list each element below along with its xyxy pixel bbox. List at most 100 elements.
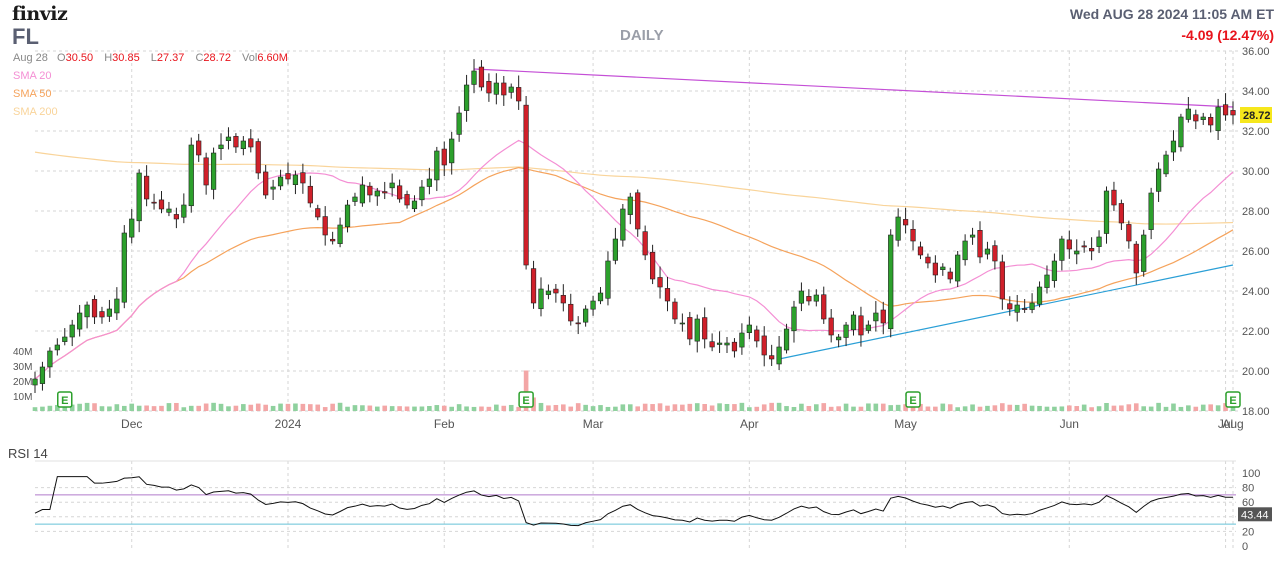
candle-up: [813, 294, 819, 302]
candle-down: [285, 173, 291, 180]
x-tick-label: Apr: [740, 417, 759, 431]
candle-up: [352, 196, 358, 202]
candle-up: [508, 86, 514, 93]
candle-down: [330, 238, 336, 242]
candle-down: [687, 317, 693, 340]
volume-bar: [821, 403, 827, 411]
volume-bar: [1014, 404, 1020, 411]
x-tick-label: Aug: [1222, 417, 1243, 431]
volume-bar: [590, 406, 596, 411]
volume-bar: [784, 406, 789, 411]
volume-bar: [196, 405, 202, 411]
volume-bar: [389, 406, 395, 411]
candle-up: [1096, 236, 1102, 247]
volume-bar: [583, 404, 588, 411]
volume-bar: [1156, 402, 1161, 411]
volume-bar: [1126, 404, 1132, 411]
candle-up: [411, 200, 418, 210]
candle-down: [233, 136, 239, 148]
candle-down: [307, 185, 313, 204]
volume-bar: [382, 405, 388, 411]
rsi-tick-label: 0: [1242, 541, 1248, 553]
candle-up: [359, 184, 366, 204]
volume-bar: [925, 406, 931, 411]
candle-up: [836, 336, 842, 341]
candle-down: [530, 268, 537, 304]
earnings-marker-label: E: [909, 395, 916, 407]
candle-down: [917, 246, 924, 256]
volume-bar: [159, 405, 164, 411]
volume-bar: [188, 405, 194, 411]
candle-up: [798, 290, 805, 304]
volume-bar: [345, 406, 350, 411]
volume-bar: [151, 406, 157, 411]
sma200-line: [34, 151, 1234, 225]
volume-bar: [486, 406, 492, 411]
volume-tick-label: 20M: [13, 377, 32, 388]
candle-up: [1029, 302, 1035, 310]
volume-bar: [427, 406, 432, 411]
finviz-logo[interactable]: finviz: [12, 3, 68, 25]
price-tick-label: 32.00: [1242, 126, 1270, 138]
candle-up: [843, 324, 849, 338]
price-tick-label: 20.00: [1242, 366, 1270, 378]
volume-bar: [873, 403, 879, 411]
candle-down: [910, 228, 916, 242]
volume-bar: [1052, 406, 1057, 411]
candle-up: [1163, 154, 1169, 175]
candle-down: [501, 82, 507, 96]
candle-up: [791, 306, 797, 332]
candle-up: [620, 208, 626, 241]
rsi-value-badge: [1238, 507, 1272, 522]
candle-down: [761, 335, 767, 356]
volume-bar: [985, 405, 990, 411]
candle-down: [858, 315, 864, 336]
volume-bar: [99, 406, 105, 411]
candle-down: [263, 171, 269, 196]
candle-up: [1185, 108, 1191, 120]
candle-up: [1014, 304, 1020, 313]
volume-bar: [1007, 404, 1013, 411]
candle-up: [1170, 140, 1177, 153]
volume-bar: [508, 404, 514, 411]
candle-down: [999, 261, 1005, 300]
volume-bar: [263, 404, 268, 411]
candle-down: [649, 251, 656, 280]
candle-up: [210, 152, 217, 190]
candle-up: [1215, 106, 1221, 131]
candle-up: [612, 238, 619, 261]
x-tick-label: 2024: [275, 417, 302, 431]
volume-bar: [561, 404, 566, 411]
earnings-marker-label: E: [61, 395, 68, 407]
ohlc-date: Aug 28: [13, 52, 48, 64]
candle-up: [270, 186, 276, 190]
volume-bar: [40, 406, 45, 411]
volume-bar: [47, 405, 53, 411]
volume-bar: [1200, 404, 1206, 411]
x-tick-label: Mar: [583, 417, 604, 431]
candle-up: [627, 196, 633, 215]
candle-up: [597, 292, 604, 302]
volume-bar: [940, 403, 946, 411]
candle-down: [992, 245, 998, 262]
candle-up: [374, 190, 380, 197]
volume-bar: [494, 404, 499, 411]
volume-value: 6.60M: [257, 52, 288, 64]
volume-bar: [1148, 406, 1154, 411]
candle-down: [932, 262, 938, 276]
volume-bar: [553, 404, 559, 411]
candle-down: [255, 141, 261, 174]
candle-up: [456, 112, 462, 135]
low-label: L: [150, 52, 157, 64]
candle-up: [32, 378, 38, 386]
volume-bar: [218, 403, 224, 411]
volume-bar: [114, 404, 120, 411]
candle-down: [1089, 248, 1095, 252]
candle-up: [434, 150, 440, 181]
volume-bar: [77, 403, 82, 411]
volume-bar: [1119, 405, 1124, 411]
candle-down: [642, 231, 648, 256]
last-price-badge: [1240, 107, 1272, 123]
volume-bar: [665, 405, 670, 411]
